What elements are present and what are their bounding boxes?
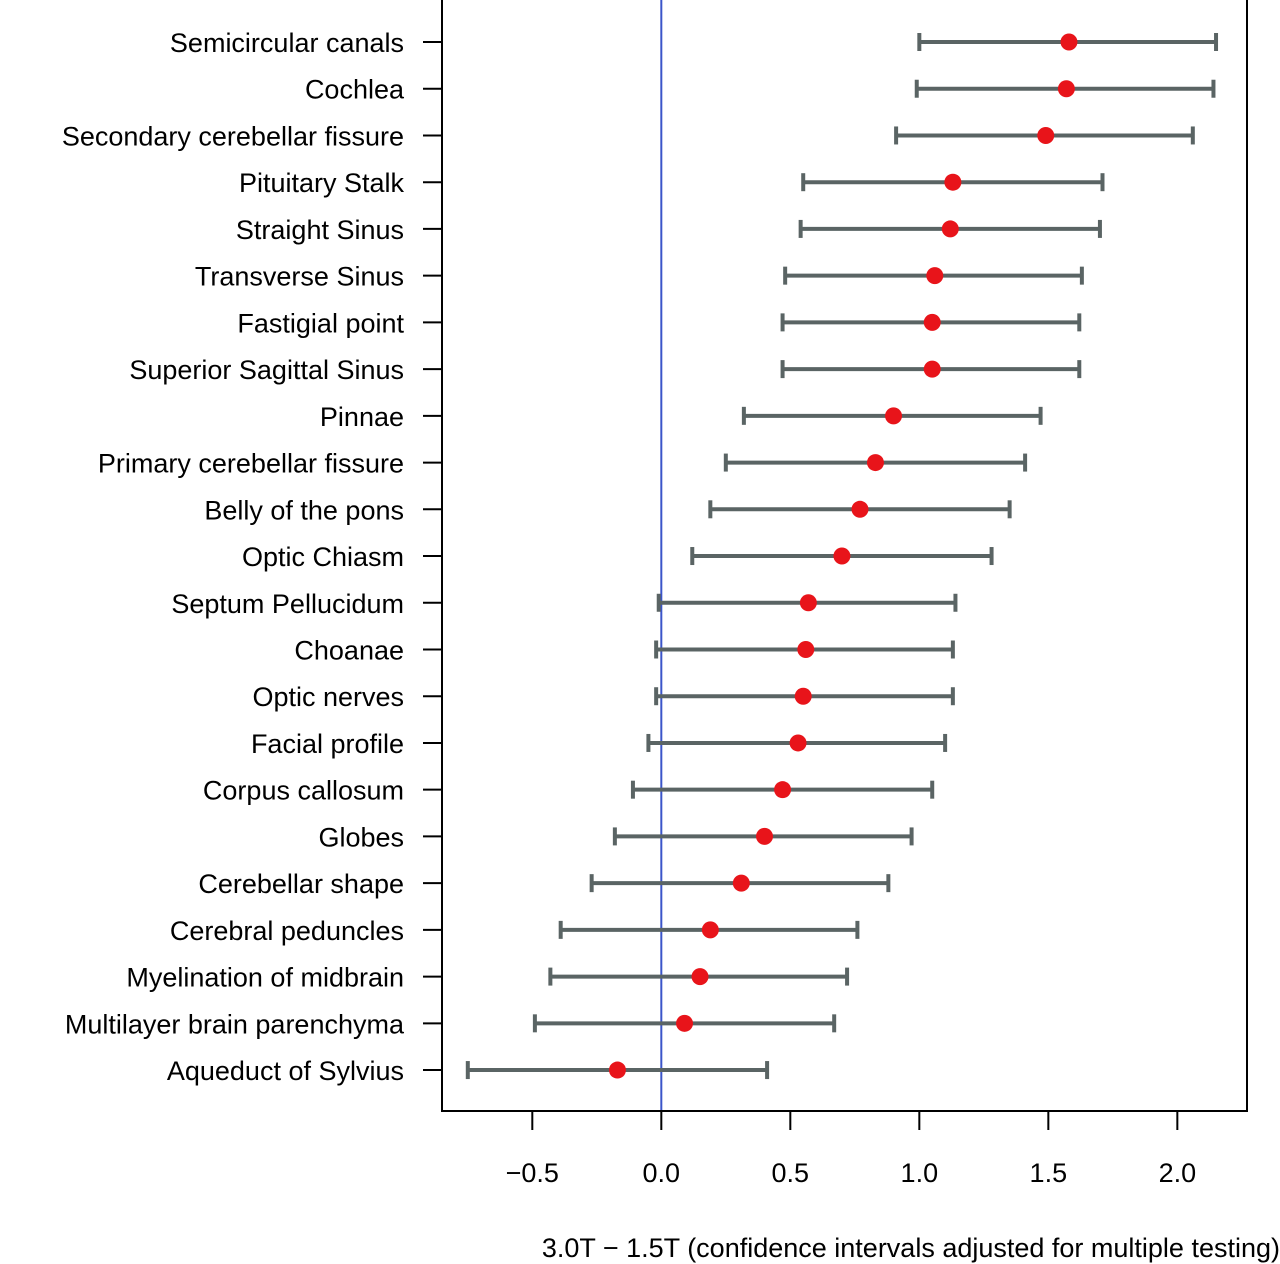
x-tick-label: −0.5 bbox=[506, 1158, 559, 1188]
point-estimate bbox=[923, 313, 941, 331]
category-label: Straight Sinus bbox=[236, 215, 404, 245]
category-label: Primary cerebellar fissure bbox=[98, 449, 404, 479]
category-label: Cochlea bbox=[305, 75, 405, 105]
category-label: Optic nerves bbox=[252, 682, 404, 712]
x-tick-label: 0.0 bbox=[643, 1158, 681, 1188]
category-label: Secondary cerebellar fissure bbox=[62, 121, 404, 151]
point-estimate bbox=[756, 827, 774, 845]
point-estimate bbox=[1037, 126, 1055, 144]
category-label: Septum Pellucidum bbox=[171, 589, 404, 619]
point-estimate bbox=[789, 734, 807, 752]
point-estimate bbox=[866, 454, 884, 472]
category-label: Pituitary Stalk bbox=[239, 168, 405, 198]
point-estimate bbox=[1060, 33, 1078, 51]
point-estimate bbox=[676, 1014, 694, 1032]
category-label: Optic Chiasm bbox=[242, 542, 404, 572]
x-tick-label: 1.5 bbox=[1030, 1158, 1068, 1188]
point-estimate bbox=[885, 407, 903, 425]
category-label: Multilayer brain parenchyma bbox=[65, 1009, 405, 1039]
x-axis: −0.5 0.0 0.5 1.0 1.5 2.0 bbox=[506, 1111, 1196, 1188]
point-estimate bbox=[923, 360, 941, 378]
category-label: Belly of the pons bbox=[204, 495, 404, 525]
category-label: Superior Sagittal Sinus bbox=[129, 355, 404, 385]
x-axis-title: 3.0T − 1.5T (confidence intervals adjust… bbox=[542, 1233, 1280, 1263]
category-label: Pinnae bbox=[320, 402, 404, 432]
point-estimate bbox=[926, 267, 944, 285]
point-estimate bbox=[799, 594, 817, 612]
point-estimate bbox=[794, 687, 812, 705]
category-label: Fastigial point bbox=[237, 308, 404, 338]
point-estimate bbox=[797, 640, 815, 658]
category-label: Cerebral peduncles bbox=[170, 916, 404, 946]
point-estimate bbox=[608, 1061, 626, 1079]
point-estimate bbox=[774, 781, 792, 799]
point-estimate bbox=[691, 968, 709, 986]
point-estimate bbox=[732, 874, 750, 892]
point-estimate bbox=[944, 173, 962, 191]
plot-frame bbox=[441, 0, 1248, 1112]
category-label: Globes bbox=[318, 822, 404, 852]
x-tick-label: 0.5 bbox=[772, 1158, 810, 1188]
category-label: Semicircular canals bbox=[170, 28, 404, 58]
category-label: Myelination of midbrain bbox=[126, 963, 404, 993]
interval-marks bbox=[465, 33, 1219, 1080]
category-label: Aqueduct of Sylvius bbox=[167, 1056, 404, 1086]
category-label: Transverse Sinus bbox=[195, 262, 404, 292]
category-label: Cerebellar shape bbox=[198, 869, 404, 899]
category-label: Facial profile bbox=[251, 729, 404, 759]
point-estimate bbox=[833, 547, 851, 565]
point-estimate bbox=[941, 220, 959, 238]
point-estimate bbox=[701, 921, 719, 939]
category-label: Choanae bbox=[294, 635, 404, 665]
category-labels: Semicircular canals Cochlea Secondary cere… bbox=[62, 28, 442, 1086]
point-estimate bbox=[851, 500, 869, 518]
point-estimate bbox=[1057, 80, 1075, 98]
x-tick-label: 2.0 bbox=[1159, 1158, 1197, 1188]
x-tick-label: 1.0 bbox=[901, 1158, 939, 1188]
category-label: Corpus callosum bbox=[203, 776, 404, 806]
